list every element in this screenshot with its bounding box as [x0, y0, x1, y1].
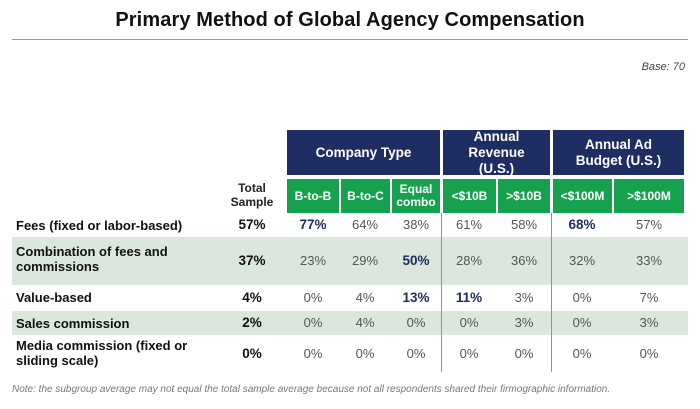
- table-cell: 3%: [514, 315, 534, 330]
- table-cell: 50%: [402, 253, 430, 268]
- table-cell: 58%: [510, 217, 538, 232]
- table-cell: 23%: [299, 253, 327, 268]
- table-cell: 3%: [514, 290, 534, 305]
- table-cell: 0%: [303, 290, 323, 305]
- table-cell: 0%: [572, 315, 592, 330]
- table-cell: 0%: [303, 315, 323, 330]
- table-cell: 38%: [402, 217, 430, 232]
- row-label: Sales commission: [16, 316, 130, 331]
- row-label: Media commission (fixed or sliding scale…: [16, 338, 188, 368]
- column-header-revenue-under-10b: <$10B: [443, 179, 496, 213]
- total-sample-value: 4%: [242, 290, 262, 305]
- base-note: Base: 70: [641, 61, 685, 73]
- table-cell: 29%: [351, 253, 379, 268]
- table-cell: 28%: [455, 253, 483, 268]
- group-header-annual-revenue: Annual Revenue (U.S.): [443, 129, 550, 176]
- table-cell: 0%: [355, 345, 375, 361]
- table-cell: 7%: [639, 290, 659, 305]
- table-cell: 64%: [351, 217, 379, 232]
- table-cell: 0%: [303, 345, 323, 361]
- chart-title: Primary Method of Global Agency Compensa…: [115, 9, 585, 31]
- footnote: Note: the subgroup average may not equal…: [12, 384, 611, 395]
- total-sample-value: 0%: [242, 345, 262, 361]
- group-header-annual-ad-budget: Annual Ad Budget (U.S.): [553, 130, 684, 175]
- table-cell: 13%: [402, 290, 430, 305]
- group-header-company-type: Company Type: [287, 130, 440, 175]
- table-row: Combination of fees and commissions 37% 23…: [12, 237, 688, 285]
- table-cell: 0%: [572, 345, 592, 361]
- total-sample-header: Total Sample: [230, 181, 274, 209]
- column-header-b2c: B-to-C: [341, 179, 390, 213]
- table-cell: 3%: [639, 315, 659, 330]
- table-cell: 77%: [299, 217, 327, 232]
- column-header-b2b: B-to-B: [287, 179, 339, 213]
- table-row: Fees (fixed or labor-based) 57% 77% 64% 38% 6…: [12, 213, 688, 237]
- column-header-equal-combo: Equal combo: [392, 179, 440, 213]
- group-divider-revenue: [441, 213, 442, 372]
- table-cell: 0%: [572, 290, 592, 305]
- table-row: Value-based 4% 0% 4% 13% 11% 3% 0% 7%: [12, 285, 688, 311]
- table-cell: 68%: [568, 217, 596, 232]
- table-row: Sales commission 2% 0% 4% 0% 0% 3% 0% 3%: [12, 311, 688, 335]
- row-label: Fees (fixed or labor-based): [16, 218, 183, 233]
- title-divider: [12, 39, 688, 40]
- row-label: Combination of fees and commissions: [16, 244, 168, 274]
- table-cell: 11%: [455, 290, 483, 305]
- table-cell: 0%: [514, 345, 534, 361]
- table-cell: 4%: [355, 290, 375, 305]
- total-sample-value: 57%: [238, 217, 266, 232]
- table-cell: 57%: [635, 217, 663, 232]
- total-sample-value: 2%: [242, 315, 262, 330]
- column-header-revenue-over-10b: >$10B: [498, 179, 550, 213]
- total-sample-value: 37%: [238, 253, 266, 268]
- table-cell: 36%: [510, 253, 538, 268]
- table-cell: 0%: [406, 345, 426, 361]
- group-divider-ad-budget: [551, 213, 552, 372]
- table-cell: 32%: [568, 253, 596, 268]
- row-label: Value-based: [16, 290, 92, 305]
- table-cell: 0%: [406, 315, 426, 330]
- table-cell: 0%: [459, 345, 479, 361]
- table-cell: 0%: [459, 315, 479, 330]
- column-header-budget-over-100m: >$100M: [614, 179, 684, 213]
- table-row: Media commission (fixed or sliding scale…: [12, 335, 688, 372]
- column-header-budget-under-100m: <$100M: [553, 179, 612, 213]
- table-cell: 0%: [639, 345, 659, 361]
- table-cell: 61%: [455, 217, 483, 232]
- table-cell: 33%: [635, 253, 663, 268]
- table-cell: 4%: [355, 315, 375, 330]
